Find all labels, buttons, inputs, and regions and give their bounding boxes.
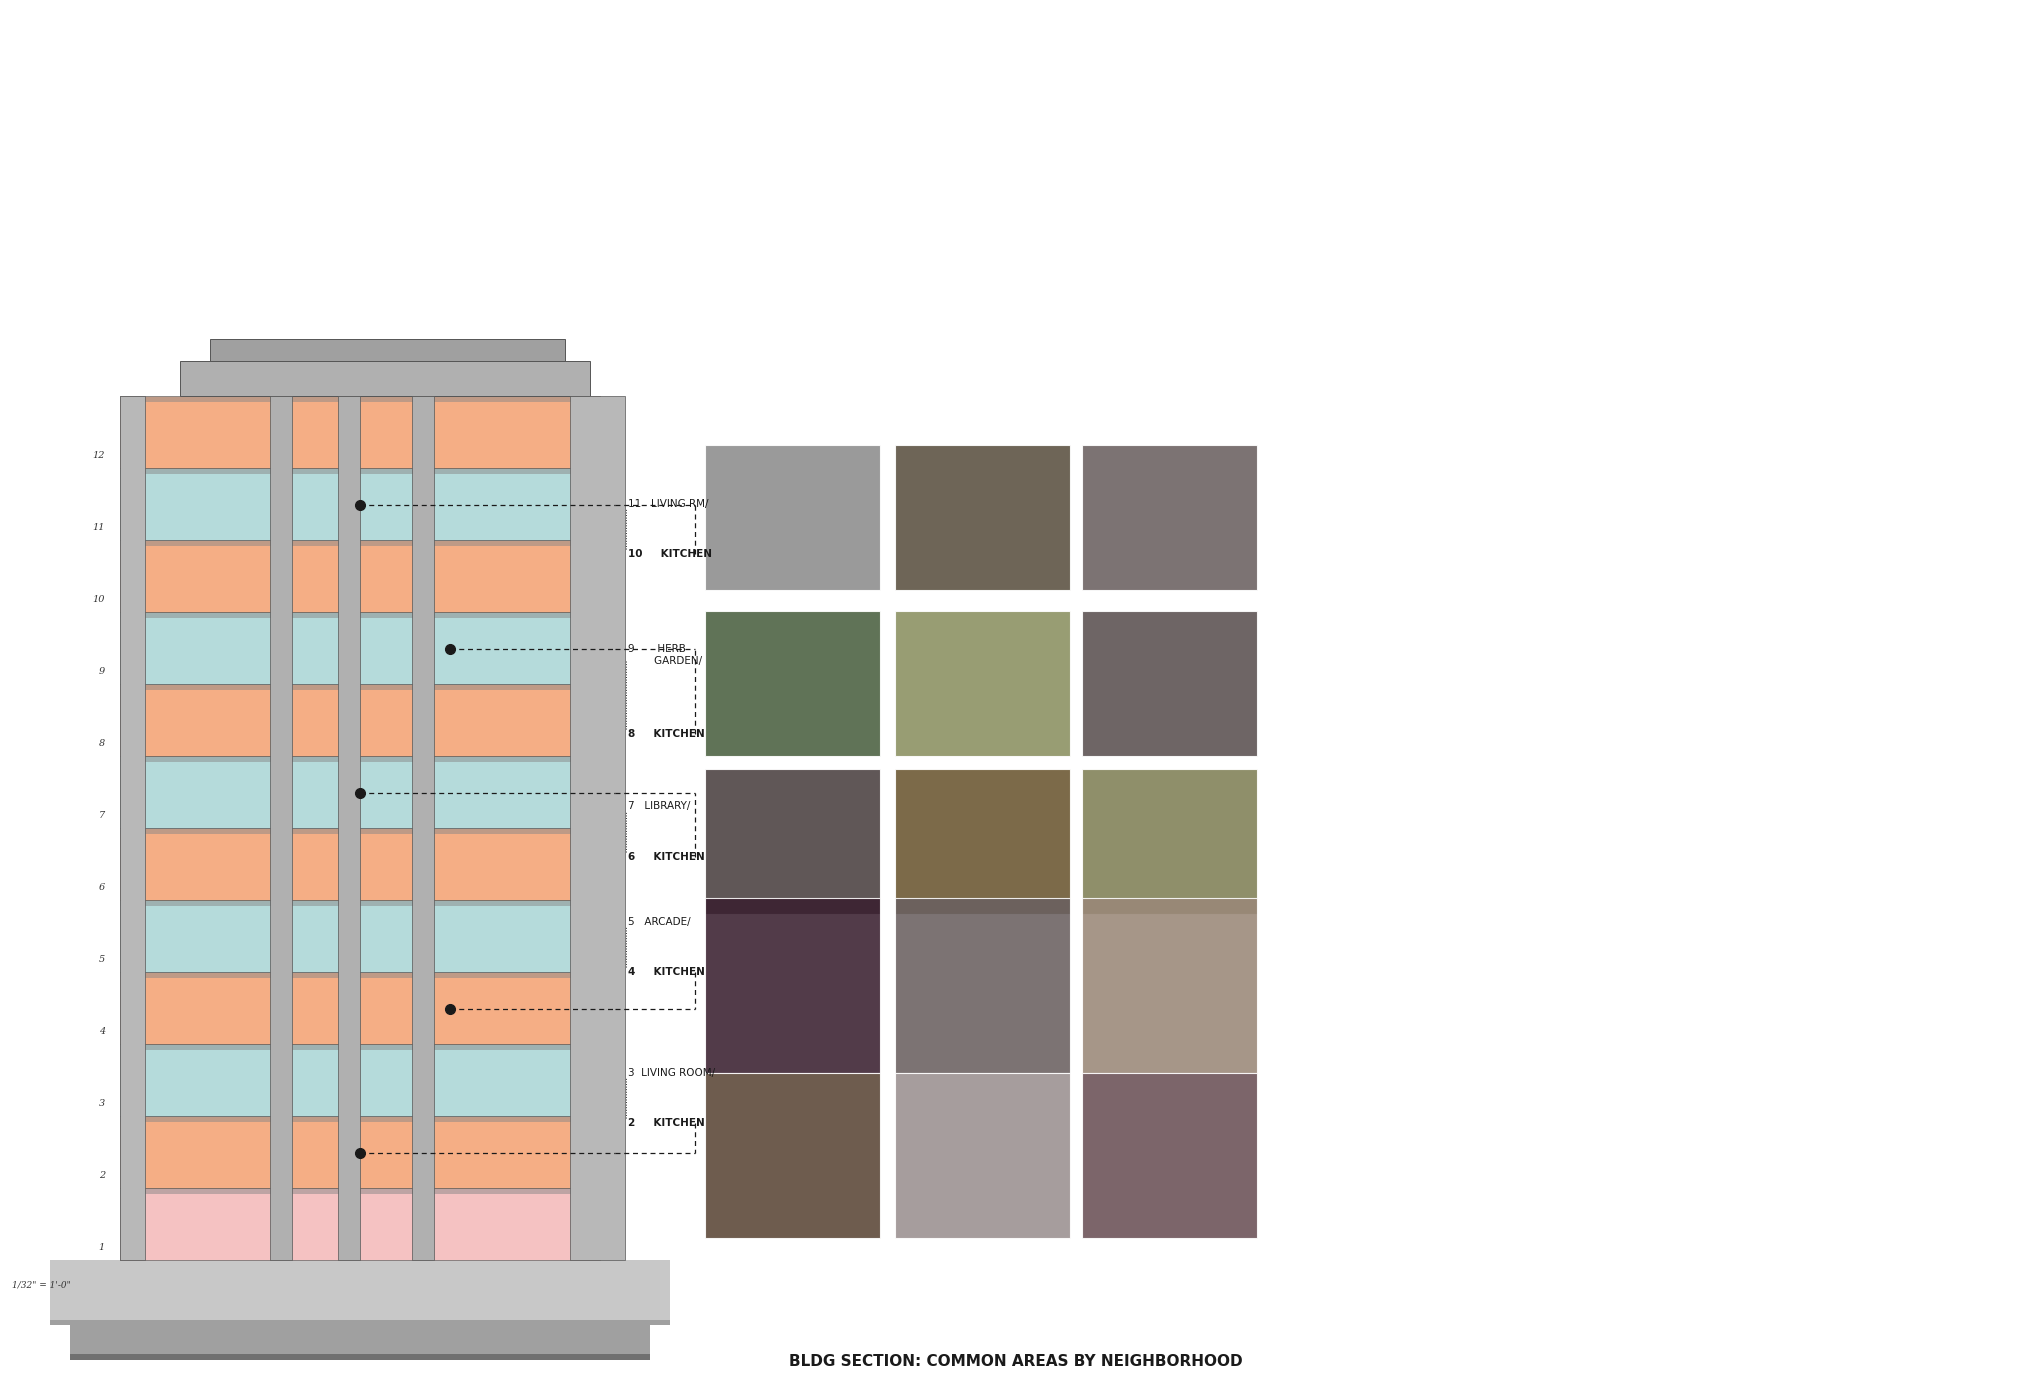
Bar [181, 362, 589, 396]
Bar [1081, 446, 1258, 591]
Bar [120, 396, 599, 468]
Bar [120, 900, 599, 972]
Text: 11   LIVING RM/: 11 LIVING RM/ [628, 500, 709, 509]
Text: 4: 4 [100, 1027, 106, 1036]
Text: 10: 10 [93, 595, 106, 604]
Bar [894, 446, 1071, 591]
Bar [1081, 611, 1258, 756]
Text: 2: 2 [100, 1172, 106, 1180]
Bar [120, 972, 599, 978]
Bar [120, 540, 599, 611]
Text: 3  LIVING ROOM/: 3 LIVING ROOM/ [628, 1068, 715, 1078]
Bar [1081, 898, 1258, 1072]
Bar [120, 611, 599, 684]
Bar [894, 1074, 1071, 1238]
Bar [120, 828, 599, 900]
Text: 4     KITCHEN: 4 KITCHEN [628, 967, 705, 977]
Bar [1081, 1074, 1258, 1238]
Text: 5   ARCADE/: 5 ARCADE/ [628, 916, 691, 926]
Bar [120, 396, 599, 402]
Bar [705, 1074, 880, 1238]
Text: 10     KITCHEN: 10 KITCHEN [628, 549, 711, 559]
Bar [894, 898, 1071, 1072]
Bar [705, 611, 880, 756]
Bar [412, 396, 435, 1260]
Text: 7: 7 [100, 811, 106, 820]
Text: 9: 9 [100, 667, 106, 676]
Bar [120, 468, 599, 540]
Bar [120, 684, 599, 756]
Bar [120, 756, 599, 762]
Text: BLDG SECTION: COMMON AREAS BY NEIGHBORHOOD: BLDG SECTION: COMMON AREAS BY NEIGHBORHO… [788, 1355, 1244, 1369]
Bar [337, 396, 360, 1260]
Text: 6: 6 [100, 883, 106, 891]
Text: 1: 1 [100, 1243, 106, 1252]
Text: 2     KITCHEN: 2 KITCHEN [628, 1118, 705, 1129]
Bar [705, 446, 880, 591]
Bar [120, 1116, 599, 1122]
Bar [51, 1260, 671, 1325]
Text: 9       HERB
        GARDEN/: 9 HERB GARDEN/ [628, 644, 703, 667]
Text: 1/32" = 1'-0": 1/32" = 1'-0" [12, 1281, 71, 1290]
Bar [705, 770, 880, 915]
Bar [69, 1322, 650, 1361]
Bar [120, 1188, 599, 1194]
Bar [120, 756, 599, 828]
Text: 3: 3 [100, 1098, 106, 1108]
Bar [120, 396, 144, 1260]
Bar [120, 1045, 599, 1116]
Text: 6     KITCHEN: 6 KITCHEN [628, 851, 705, 861]
Bar [120, 468, 599, 473]
Bar [120, 684, 599, 690]
Bar [1081, 770, 1258, 915]
Bar [120, 611, 599, 618]
Bar [894, 770, 1071, 915]
Bar [120, 1045, 599, 1050]
Bar [120, 900, 599, 907]
Bar [120, 1188, 599, 1260]
Text: 8     KITCHEN: 8 KITCHEN [628, 730, 705, 740]
Text: 5: 5 [100, 955, 106, 965]
Text: 12: 12 [93, 451, 106, 460]
Bar [270, 396, 293, 1260]
Bar [209, 339, 565, 362]
Bar [571, 396, 626, 1260]
Bar [120, 828, 599, 834]
Bar [51, 1321, 671, 1325]
Bar [69, 1354, 650, 1361]
Bar [120, 1116, 599, 1188]
Text: 7   LIBRARY/: 7 LIBRARY/ [628, 802, 691, 811]
Bar [894, 611, 1071, 756]
Text: 11: 11 [93, 523, 106, 533]
Bar [120, 540, 599, 546]
Bar [705, 898, 880, 1072]
Text: 8: 8 [100, 740, 106, 748]
Bar [120, 972, 599, 1045]
